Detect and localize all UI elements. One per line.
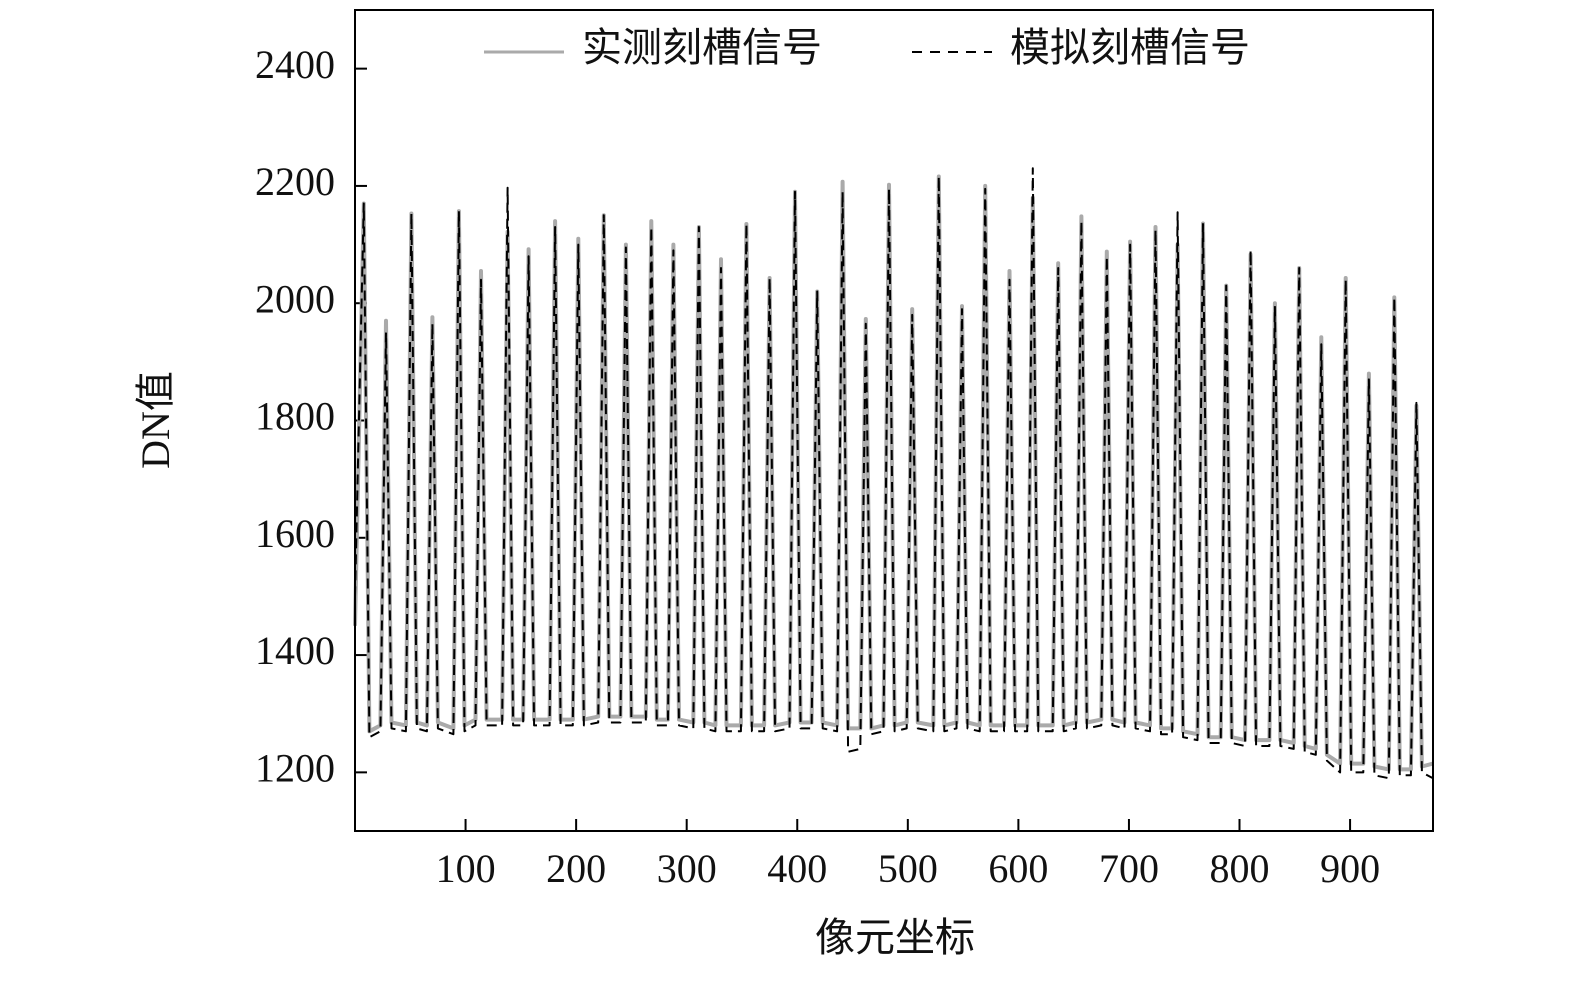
- series-line: [354, 167, 1434, 780]
- x-axis-label: 像元坐标: [815, 915, 975, 960]
- y-tick-label: 1400: [255, 628, 335, 673]
- x-tick-label: 300: [657, 846, 717, 891]
- x-tick-label: 100: [436, 846, 496, 891]
- legend-label: 实测刻槽信号: [582, 25, 822, 70]
- y-tick-label: 1200: [255, 746, 335, 791]
- y-tick-label: 2000: [255, 276, 335, 321]
- y-tick-label: 2200: [255, 159, 335, 204]
- y-tick-label: 1800: [255, 394, 335, 439]
- x-tick-label: 700: [1099, 846, 1159, 891]
- y-tick-label: 2400: [255, 42, 335, 87]
- plot-frame: [354, 9, 1434, 832]
- x-tick-label: 200: [546, 846, 606, 891]
- y-axis-label: DN值: [133, 371, 178, 469]
- x-tick-label: 400: [767, 846, 827, 891]
- y-tick-label: 1600: [255, 511, 335, 556]
- x-tick-label: 900: [1320, 846, 1380, 891]
- legend-label: 模拟刻槽信号: [1010, 25, 1250, 70]
- x-tick-label: 800: [1210, 846, 1270, 891]
- x-tick-label: 600: [988, 846, 1048, 891]
- x-tick-label: 500: [878, 846, 938, 891]
